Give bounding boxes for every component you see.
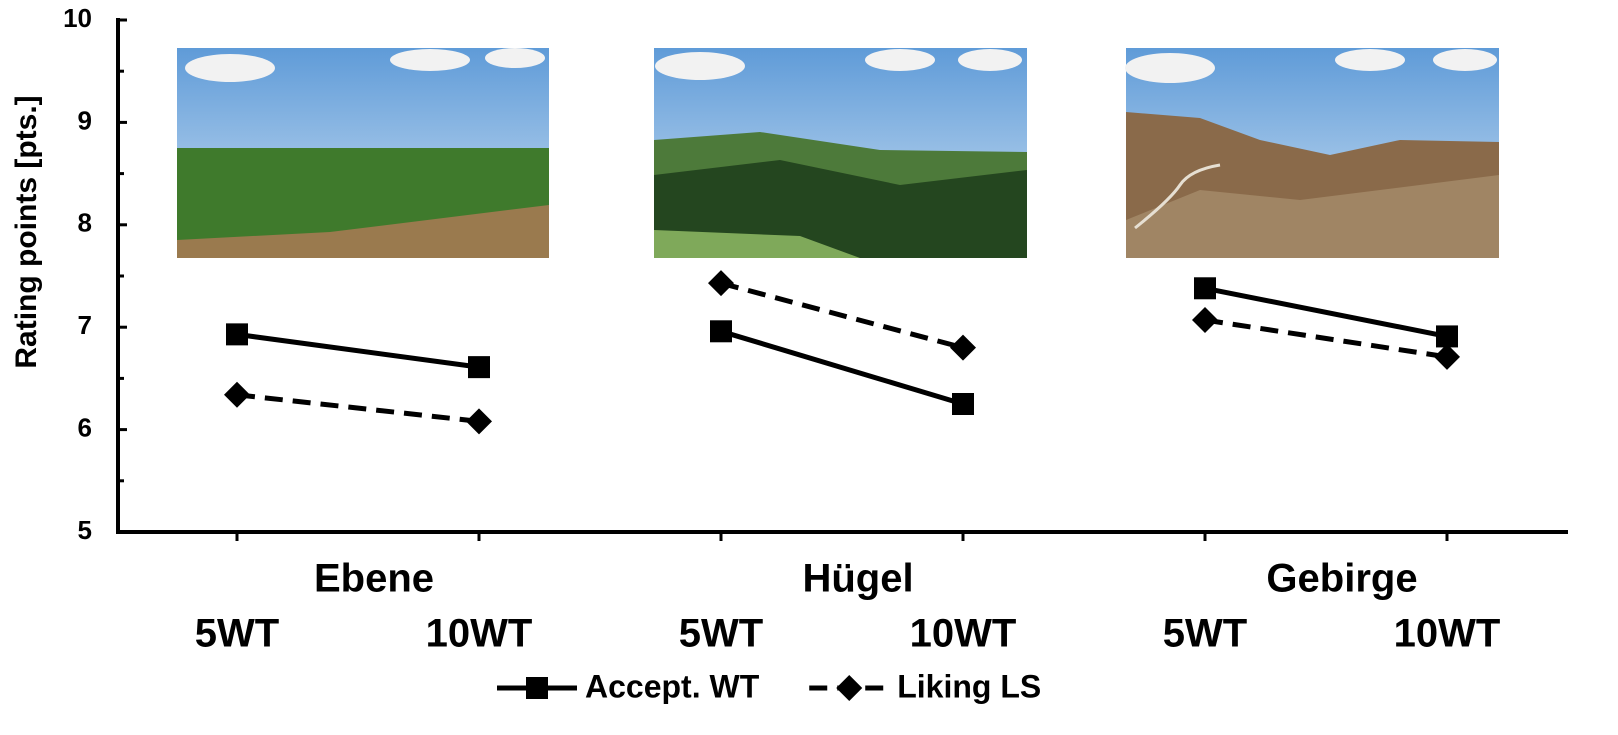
series-line (237, 395, 479, 422)
landscape-photo (177, 48, 549, 258)
chart: Rating points [pts.] Accept. WT Liking LS… (0, 0, 1618, 730)
x-tick-label: 5WT (195, 612, 279, 656)
x-tick-label: 10WT (1394, 612, 1501, 656)
x-tick-label: 10WT (910, 612, 1017, 656)
landscape-photo (654, 48, 1027, 258)
marker (710, 320, 732, 342)
marker (1192, 307, 1218, 333)
marker (952, 393, 974, 415)
x-tick-label: 10WT (426, 612, 533, 656)
marker (226, 323, 248, 345)
marker (224, 382, 250, 408)
legend-label: Accept. WT (585, 668, 760, 704)
group-label: Ebene (314, 557, 434, 601)
group-label: Gebirge (1266, 557, 1417, 601)
marker (526, 677, 548, 699)
marker (1194, 277, 1216, 299)
marker (836, 675, 862, 701)
y-tick-label: 9 (78, 105, 92, 135)
series-line (237, 334, 479, 367)
series-line (721, 283, 963, 348)
marker (708, 270, 734, 296)
y-tick-label: 6 (78, 412, 92, 442)
legend: Accept. WT Liking LS (497, 668, 1041, 704)
y-tick-label: 7 (78, 310, 92, 340)
series-line (1205, 320, 1447, 357)
marker (466, 408, 492, 434)
series-line (721, 331, 963, 404)
marker (468, 356, 490, 378)
y-tick-label: 5 (78, 515, 92, 545)
y-axis-title: Rating points [pts.] (10, 95, 43, 368)
marker (1434, 344, 1460, 370)
y-tick-label: 10 (63, 3, 92, 33)
x-tick-label: 5WT (1163, 612, 1247, 656)
y-tick-label: 8 (78, 208, 92, 238)
series-line (1205, 288, 1447, 336)
legend-label: Liking LS (897, 668, 1041, 704)
landscape-photo (1125, 48, 1499, 258)
x-tick-label: 5WT (679, 612, 763, 656)
marker (950, 335, 976, 361)
group-label: Hügel (802, 557, 913, 601)
